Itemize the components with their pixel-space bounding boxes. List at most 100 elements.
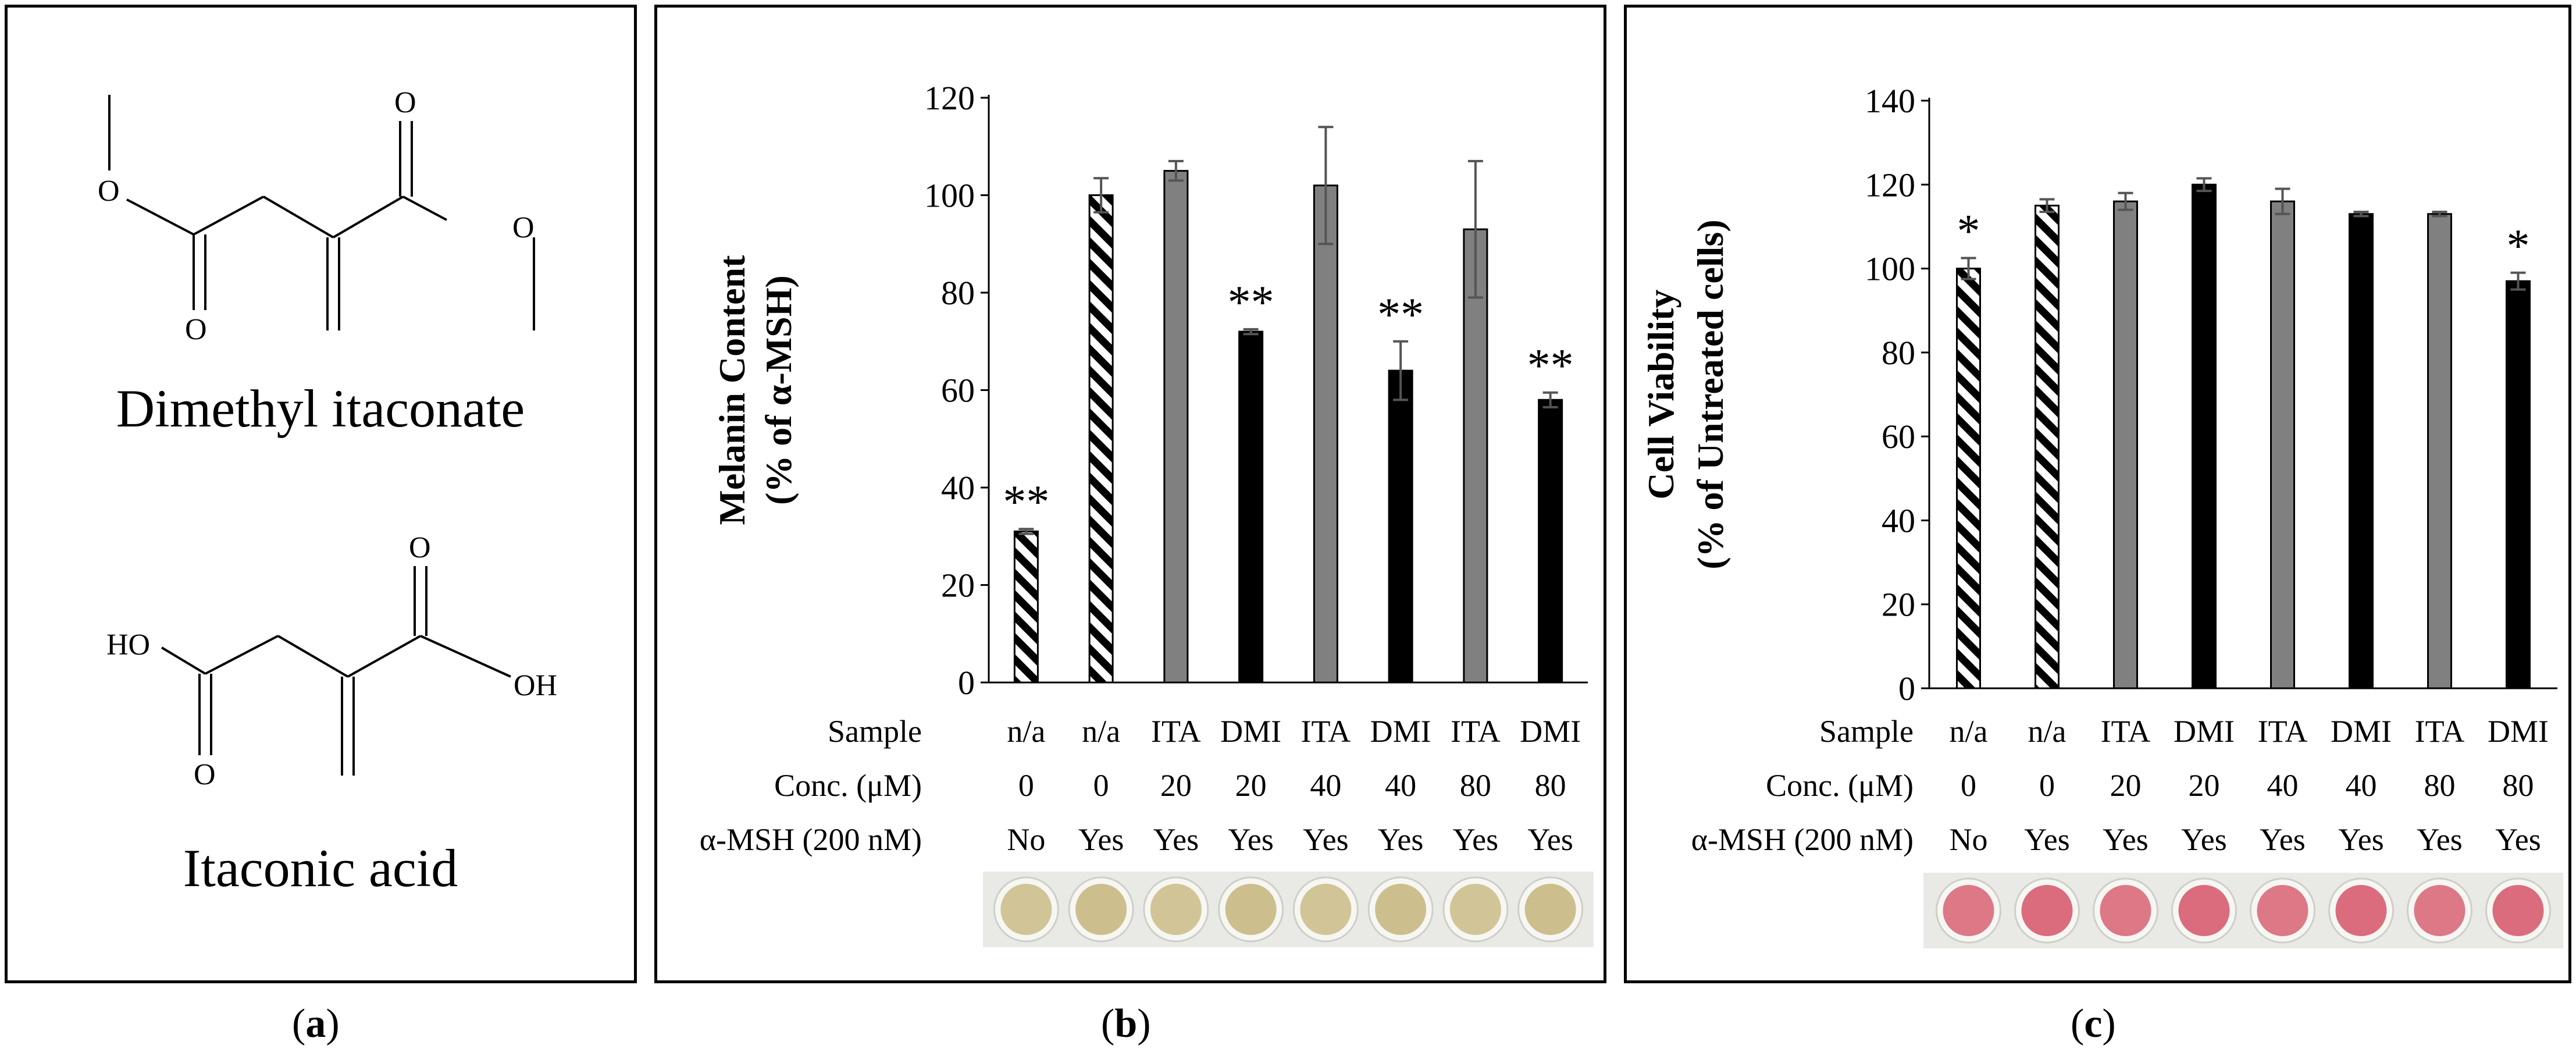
structure-name-dmi: Dimethyl itaconate — [116, 379, 525, 438]
table-cell: No — [1007, 822, 1045, 857]
bar — [2035, 204, 2060, 689]
well — [1000, 884, 1052, 935]
table-cell: Yes — [1228, 822, 1274, 857]
table-cell: n/a — [1082, 714, 1120, 749]
bar — [2270, 200, 2295, 689]
table-cell: Yes — [1378, 822, 1424, 857]
table-cell: ITA — [1151, 714, 1201, 749]
table-cell: 80 — [2503, 768, 2534, 803]
y-tick-label: 60 — [1882, 418, 1915, 456]
bar — [2192, 183, 2217, 689]
well — [1300, 884, 1352, 935]
y-tick-label: 0 — [958, 664, 975, 702]
table-cell: Yes — [1453, 822, 1499, 857]
table-cell: 20 — [1235, 768, 1267, 803]
well — [1524, 884, 1576, 935]
well — [1225, 884, 1277, 935]
well — [1075, 884, 1127, 935]
caption-b-letter: b — [1114, 1001, 1138, 1046]
table-cell: Yes — [1527, 822, 1573, 857]
panel-b-frame: 0 20 40 60 80 100 120 Melanin Content (% of α-MS… — [654, 5, 1606, 983]
table-cell: ITA — [1301, 714, 1351, 749]
caption-a: (a) — [292, 1001, 340, 1046]
table-cell: n/a — [1007, 714, 1045, 749]
table-cell: 20 — [1160, 768, 1192, 803]
table-cell: 0 — [2039, 768, 2055, 803]
table-cell: 0 — [1093, 768, 1109, 803]
bar — [2349, 213, 2374, 689]
y-tick-label: 20 — [941, 567, 975, 605]
atom-o-1: O — [98, 175, 120, 208]
bar — [1538, 399, 1563, 684]
table-row-label: Conc. (μM) — [774, 768, 922, 803]
caption-c-letter: c — [2084, 1001, 2103, 1046]
table-cell: ITA — [2258, 714, 2308, 749]
table-cell: 80 — [1460, 768, 1491, 803]
table-cell: Yes — [1303, 822, 1349, 857]
y-tick-label: 140 — [1865, 82, 1915, 120]
table-cell: 40 — [1310, 768, 1341, 803]
y-axis-title-line2: (% of Untreated cells) — [1690, 219, 1731, 569]
table-cell: ITA — [2101, 714, 2151, 749]
melanin-chart: 0 20 40 60 80 100 120 Melanin Content (% of α-MS… — [700, 79, 1594, 947]
table-cell: 20 — [2189, 768, 2220, 803]
table-row-label: Sample — [828, 714, 922, 749]
table-cell: Yes — [1078, 822, 1124, 857]
table-row-label: Conc. (μM) — [1766, 768, 1914, 803]
atom-o-6: O — [409, 531, 431, 564]
atom-labels: O O O O HO O O OH — [98, 86, 557, 791]
well — [2178, 885, 2230, 936]
chemical-structures: O O O O HO O O OH Dimethyl itaconate Ita… — [98, 86, 557, 898]
significance-label: ** — [1527, 340, 1574, 392]
table-cell: 40 — [2267, 768, 2299, 803]
table-cell: n/a — [2028, 714, 2066, 749]
y-tick-label: 20 — [1882, 586, 1915, 624]
well — [1375, 884, 1427, 935]
atom-ho: HO — [106, 628, 150, 662]
table-cell: Yes — [2495, 822, 2541, 857]
y-axis-title-line2: (% of α-MSH) — [758, 275, 799, 505]
significance-label: ** — [1377, 289, 1424, 340]
significance-label: * — [2507, 221, 2530, 272]
well — [2100, 885, 2151, 936]
bar — [2506, 280, 2531, 689]
atom-oh: OH — [514, 669, 557, 702]
table-cell: 0 — [1961, 768, 1976, 803]
table-cell: No — [1950, 822, 1988, 857]
table-cell: n/a — [1950, 714, 1988, 749]
well — [1449, 884, 1501, 935]
y-axis-title: Cell Viability — [1640, 290, 1681, 500]
table-cell: 80 — [2424, 768, 2456, 803]
caption-a-letter: a — [305, 1001, 326, 1046]
y-tick-label: 120 — [1865, 166, 1915, 204]
y-tick-label: 100 — [1865, 250, 1915, 288]
y-tick-label: 40 — [941, 469, 975, 507]
table-cell: Yes — [1153, 822, 1199, 857]
significance-label: ** — [1003, 477, 1049, 528]
bar — [2427, 213, 2452, 689]
y-axis-title: Melanin Content — [711, 255, 753, 525]
table-row-label: α-MSH (200 nM) — [1691, 822, 1914, 857]
atom-o-5: O — [194, 758, 216, 791]
y-tick-label: 120 — [924, 79, 975, 117]
y-tick-label: 80 — [941, 274, 975, 312]
table-cell: 0 — [1018, 768, 1034, 803]
structure-name-ita: Itaconic acid — [183, 838, 458, 898]
y-tick-label: 80 — [1882, 334, 1915, 372]
panel-a-frame: O O O O HO O O OH Dimethyl itaconate Ita… — [5, 5, 637, 983]
bar — [1388, 369, 1413, 684]
bar — [1163, 170, 1189, 684]
caption-c: (c) — [2071, 1001, 2116, 1046]
significance-label: * — [1957, 206, 1980, 257]
table-cell: Yes — [2024, 822, 2070, 857]
y-tick-label: 0 — [1898, 670, 1915, 707]
table-row-label: α-MSH (200 nM) — [700, 822, 922, 857]
table-cell: DMI — [2331, 714, 2392, 749]
bar — [1956, 268, 1981, 689]
well — [2492, 885, 2544, 936]
dimethyl-itaconate-structure — [108, 95, 535, 776]
y-tick-label: 100 — [924, 177, 975, 215]
atom-o-2: O — [185, 313, 207, 346]
y-tick-label: 40 — [1882, 502, 1915, 539]
well — [2257, 885, 2308, 936]
